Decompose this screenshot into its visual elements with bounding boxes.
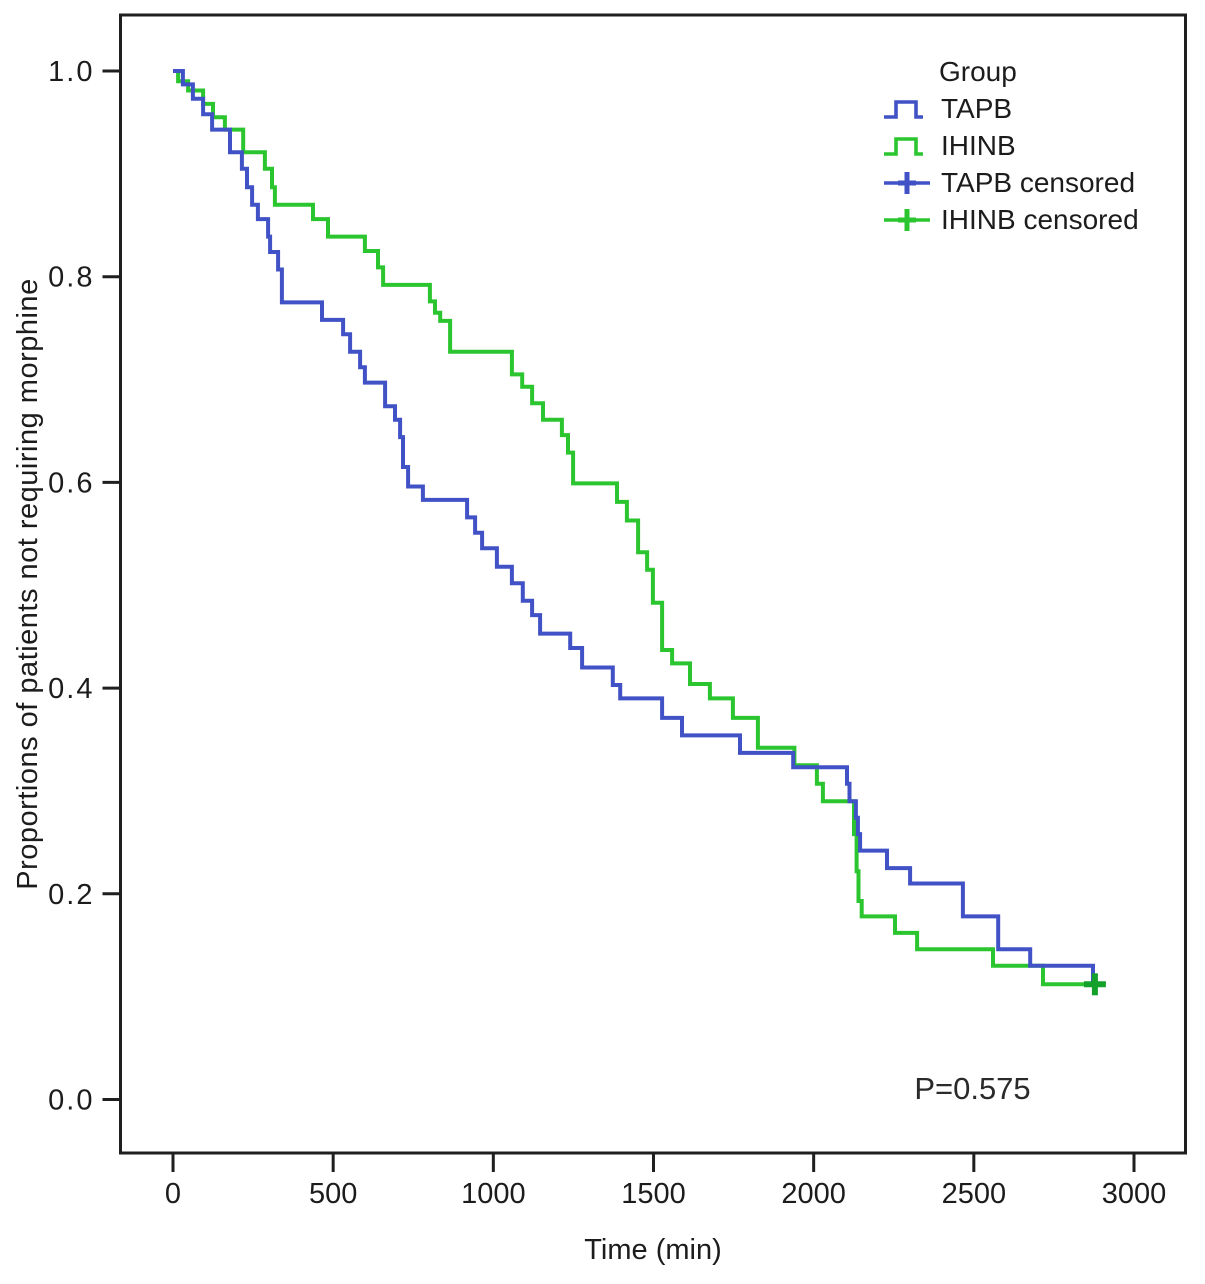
p-value-annotation: P=0.575 <box>914 1071 1031 1106</box>
legend-label-ihinb: IHINB <box>941 129 1016 161</box>
y-tick-label: 0.2 <box>48 879 94 911</box>
legend-item-tapb-censored: TAPB censored <box>883 164 1139 201</box>
x-tick-label: 500 <box>309 1178 357 1210</box>
legend-label-ihinb-censored: IHINB censored <box>941 203 1139 235</box>
x-axis-title: Time (min) <box>584 1234 722 1266</box>
x-tick-label: 2500 <box>942 1178 1007 1210</box>
x-tick-label: 1000 <box>461 1178 526 1210</box>
ihinb-censored-swatch-icon <box>884 208 930 231</box>
x-tick-label: 2000 <box>781 1178 846 1210</box>
legend-item-tapb: TAPB <box>883 90 1139 127</box>
legend-item-ihinb: IHINB <box>883 127 1139 164</box>
y-tick-label: 0.4 <box>48 673 94 705</box>
y-tick-label: 0.8 <box>48 262 94 294</box>
y-tick-label: 0.6 <box>48 467 94 499</box>
ihinb-step-swatch-icon <box>884 136 923 156</box>
x-tick-label: 3000 <box>1102 1178 1167 1210</box>
y-tick-label: 1.0 <box>48 56 94 88</box>
x-tick-label: 0 <box>165 1178 181 1210</box>
legend-item-ihinb-censored: IHINB censored <box>883 201 1139 238</box>
legend-label-tapb: TAPB <box>941 92 1013 124</box>
legend-label-tapb-censored: TAPB censored <box>941 166 1136 198</box>
survival-curve-tapb <box>173 69 1095 985</box>
legend-title: Group <box>939 56 1017 87</box>
legend: Group TAPB IHINB TAPB censored <box>883 54 1139 238</box>
tapb-step-swatch-icon <box>884 99 923 119</box>
tapb-censored-swatch-icon <box>884 171 930 194</box>
x-tick-label: 1500 <box>621 1178 686 1210</box>
y-axis-title: Proportions of patients not requiring mo… <box>12 278 44 890</box>
y-tick-label: 0.0 <box>48 1085 94 1117</box>
